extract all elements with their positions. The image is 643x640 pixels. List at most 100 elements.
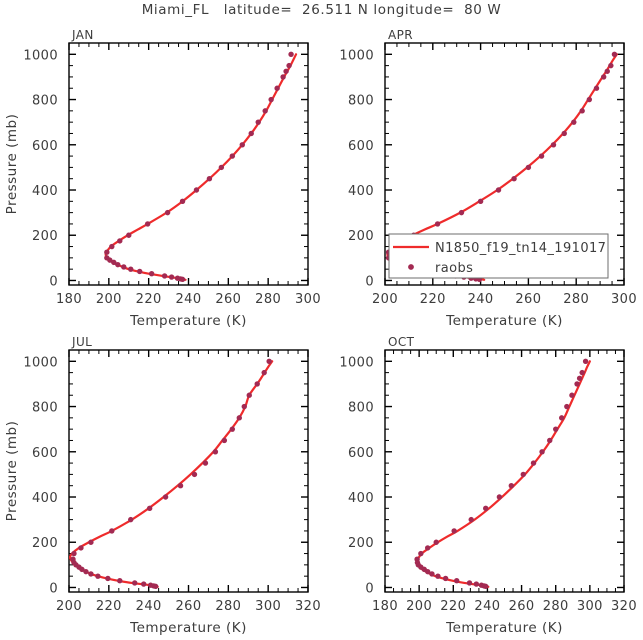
series-raobs-points	[104, 51, 294, 283]
data-point	[458, 209, 465, 216]
data-point	[121, 264, 127, 270]
x-tick-label: 200	[406, 599, 432, 614]
data-point	[107, 257, 113, 263]
y-axis-jan: 0 200 400 600 800 1000	[23, 42, 308, 289]
y-tick-label: 200	[348, 229, 374, 244]
data-point	[71, 550, 77, 557]
data-point	[288, 51, 294, 58]
data-point	[111, 259, 117, 266]
data-point	[206, 176, 213, 182]
data-point	[477, 198, 484, 205]
y-axis-title: Pressure (mb)	[4, 421, 20, 522]
data-point	[286, 62, 292, 69]
y-tick-label: 800	[348, 94, 374, 109]
data-point	[418, 550, 424, 557]
x-tick-label: 220	[96, 599, 122, 614]
data-point	[268, 96, 274, 103]
data-point	[140, 581, 147, 587]
data-point	[241, 403, 247, 410]
x-tick-label: 200	[56, 599, 82, 614]
data-point	[508, 483, 515, 489]
y-tick-label: 1000	[23, 48, 58, 63]
data-point	[179, 198, 186, 205]
data-point	[254, 381, 260, 387]
data-point	[564, 403, 570, 410]
data-point	[550, 142, 557, 148]
data-point	[569, 392, 575, 398]
data-point	[212, 449, 219, 455]
x-axis-title: Temperature (K)	[129, 620, 247, 636]
data-point	[115, 261, 121, 268]
data-point	[576, 375, 583, 381]
data-point	[221, 437, 228, 444]
data-point	[117, 577, 123, 584]
x-tick-label: 240	[136, 599, 162, 614]
data-point	[496, 494, 503, 500]
data-point	[424, 545, 431, 551]
data-point	[495, 187, 502, 193]
data-point	[146, 505, 153, 512]
y-tick-label: 600	[32, 139, 58, 154]
data-point	[442, 575, 449, 582]
data-point	[454, 577, 460, 584]
data-point	[193, 187, 200, 193]
y-axis-jul: 0 200 400 600 800 1000	[23, 349, 308, 596]
data-point	[148, 270, 155, 277]
x-tick-label: 180	[56, 292, 82, 307]
y-tick-label: 200	[32, 536, 58, 551]
data-point	[511, 176, 517, 182]
data-point	[132, 580, 138, 586]
x-tick-label: 300	[295, 292, 321, 307]
data-point	[280, 74, 286, 80]
data-point	[117, 238, 123, 244]
data-point	[283, 68, 289, 74]
panel-jan: 180 200 220 240 260 280 300 0 200 400 600 800 1000 Te…	[0, 20, 335, 333]
data-point	[608, 62, 614, 69]
data-point	[593, 85, 600, 91]
data-point	[137, 268, 143, 275]
legend-label-model: N1850_f19_tn14_191017	[435, 241, 606, 256]
panel-label-jan: JAN	[71, 28, 94, 42]
data-point	[553, 426, 559, 432]
y-tick-label: 200	[32, 229, 58, 244]
data-point	[266, 358, 272, 365]
data-point	[229, 426, 236, 432]
data-point	[571, 119, 577, 125]
data-point	[520, 471, 526, 478]
y-tick-label: 600	[32, 446, 58, 461]
data-point	[95, 573, 101, 579]
chart-jul: 200 220 240 260 280 300 320 0 200 400 600 800 1000 Te…	[4, 335, 321, 636]
y-tick-label: 200	[348, 536, 374, 551]
y-axis-title: Pressure (mb)	[4, 114, 20, 215]
x-axis-title: Temperature (K)	[129, 313, 247, 329]
data-point	[88, 571, 94, 577]
data-point	[558, 415, 565, 421]
data-point	[530, 460, 537, 466]
panel-oct: 180 200 220 240 260 280 300 320 0 200 400 600 800 100…	[316, 327, 643, 640]
y-tick-label: 0	[49, 274, 58, 289]
x-tick-label: 260	[509, 599, 535, 614]
x-tick-label: 280	[215, 599, 241, 614]
y-tick-label: 1000	[339, 355, 374, 370]
y-tick-label: 1000	[23, 355, 58, 370]
data-point	[218, 164, 225, 171]
data-point	[483, 505, 489, 512]
x-tick-label: 200	[372, 292, 398, 307]
x-tick-label: 280	[563, 292, 589, 307]
y-tick-label: 400	[32, 491, 58, 506]
data-point	[236, 415, 242, 421]
y-tick-label: 600	[348, 446, 374, 461]
y-tick-label: 400	[32, 184, 58, 199]
x-tick-label: 280	[543, 599, 569, 614]
data-point	[78, 545, 84, 551]
x-axis-jan: 180 200 220 240 260 280 300	[56, 43, 321, 307]
legend-label-raobs: raobs	[435, 261, 473, 276]
data-point	[179, 276, 186, 283]
data-point	[229, 153, 236, 159]
chart-oct: 180 200 220 240 260 280 300 320 0 200 400 600 800 100…	[339, 335, 636, 636]
data-point	[128, 266, 134, 272]
data-point	[574, 381, 580, 387]
x-tick-label: 220	[420, 292, 446, 307]
x-tick-label: 240	[474, 599, 500, 614]
